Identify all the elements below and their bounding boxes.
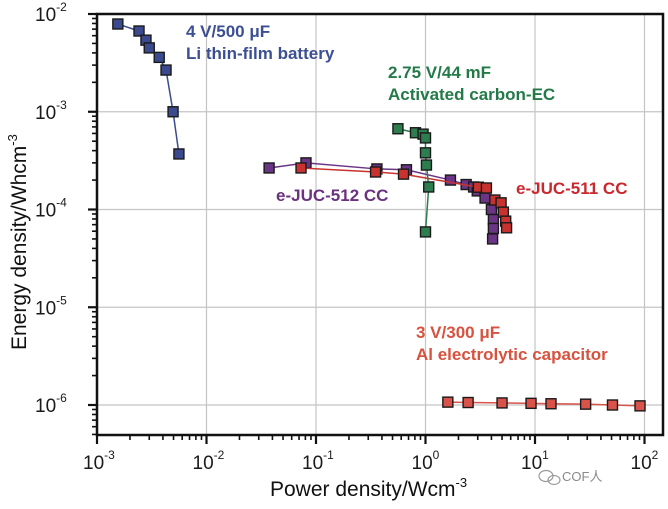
series-activated-carbon-ec (392, 123, 435, 238)
grid-lines (97, 14, 663, 435)
x-tick-label-exp: -1 (323, 448, 334, 462)
data-point (486, 233, 499, 245)
y-tick-label-base: 10 (35, 201, 56, 222)
y-tick-label: 10-6 (35, 391, 67, 417)
x-tick-label-base: 10 (193, 453, 214, 474)
data-point (295, 162, 307, 174)
x-tick-label: 10-3 (83, 448, 115, 474)
x-tick-label-base: 10 (521, 453, 542, 474)
annotation-activated-carbon-ec: Activated carbon-EC (388, 85, 555, 104)
data-point (419, 132, 432, 144)
y-axis-title: Energy density/Whcm-3 (5, 134, 31, 350)
y-tick-label: 10-2 (35, 0, 67, 26)
series-layer (112, 18, 646, 412)
x-tick-label-exp: 2 (652, 448, 659, 462)
annotation-e-juc-511-cc: e-JUC-511 CC (516, 179, 628, 198)
y-tick-label: 10-3 (35, 98, 67, 124)
y-tick-label-exp: -2 (56, 0, 67, 14)
data-point (423, 181, 435, 193)
annotation-e-juc-512-cc: e-JUC-512 CC (276, 186, 388, 205)
annotation-al-electrolytic-capacitor: Al electrolytic capacitor (416, 345, 608, 364)
data-point (479, 192, 491, 204)
y-tick-label-base: 10 (35, 103, 56, 124)
x-tick-label-base: 10 (83, 453, 104, 474)
data-point (167, 106, 179, 118)
y-tick-label-exp: -6 (56, 391, 67, 405)
data-point (420, 159, 433, 171)
data-point (419, 147, 432, 159)
x-axis-title-exp: -3 (456, 475, 468, 490)
x-tick-label-exp: -3 (104, 448, 115, 462)
x-tick-label: 10-2 (193, 448, 225, 474)
data-point (500, 222, 513, 234)
x-tick-label: 101 (521, 448, 549, 474)
data-point (444, 174, 457, 186)
y-tick-label: 10-5 (35, 293, 67, 319)
series-line (397, 128, 430, 232)
x-tick-label-exp: -2 (214, 448, 225, 462)
y-axis-title-exp: -3 (5, 134, 20, 146)
x-tick-label-exp: 1 (542, 448, 549, 462)
y-tick-label-base: 10 (35, 298, 56, 319)
data-point (496, 397, 508, 409)
data-point (606, 399, 619, 411)
y-tick-label: 10-4 (35, 196, 67, 222)
x-tick-label-base: 10 (302, 453, 323, 474)
x-axis-title-text: Power density/Wcm (270, 478, 456, 501)
data-point (525, 397, 537, 410)
y-tick-label-exp: -4 (56, 196, 67, 210)
y-tick-label-exp: -3 (56, 98, 67, 112)
data-point (579, 398, 592, 410)
data-point (634, 400, 646, 412)
data-point (397, 168, 410, 180)
annotation-activated-carbon-ec: 2.75 V/44 mF (388, 63, 491, 82)
data-point (485, 203, 498, 216)
plot-frame (95, 12, 665, 437)
series-li-thin-film-battery (112, 18, 185, 160)
x-tick-label-base: 10 (631, 453, 652, 474)
data-point (462, 396, 474, 409)
y-tick-label-base: 10 (35, 396, 56, 417)
annotation-li-thin-film-battery: Li thin-film battery (186, 44, 335, 63)
data-point (392, 123, 404, 135)
series-e-juc-511-cc (295, 162, 513, 234)
annotation-li-thin-film-battery: 4 V/500 μF (186, 22, 270, 41)
annotation-al-electrolytic-capacitor: 3 V/300 μF (416, 323, 500, 342)
x-tick-label: 10-1 (302, 448, 334, 474)
data-point (112, 18, 124, 30)
axis-ticks (88, 12, 646, 444)
series-al-electrolytic-capacitor (442, 396, 646, 412)
data-point (545, 398, 557, 410)
data-point (160, 64, 172, 76)
data-point (487, 222, 500, 235)
watermark-text: COF人 (562, 469, 602, 484)
data-point (153, 51, 165, 64)
data-point (442, 396, 454, 408)
y-tick-label-exp: -5 (56, 293, 67, 307)
tick-labels: 10-3 10-2 10-1 100 101 10210-210-310-410-510-… (35, 0, 659, 474)
data-point (263, 162, 275, 174)
data-point (419, 226, 432, 238)
data-point (480, 182, 493, 194)
wechat-icon (538, 469, 561, 486)
series-annotations: 4 V/500 μF Li thin-film battery 2.75 V/44 … (186, 22, 628, 364)
x-tick-label: 102 (631, 448, 659, 474)
data-point (143, 42, 155, 54)
data-point (495, 197, 507, 209)
data-point (133, 25, 145, 37)
x-tick-label-base: 10 (412, 453, 433, 474)
y-tick-label-base: 10 (35, 5, 56, 26)
data-point (173, 148, 185, 160)
x-axis-title: Power density/Wcm-3 (270, 475, 467, 501)
data-point (369, 166, 382, 178)
y-axis-title-text: Energy density/Whcm (8, 146, 31, 350)
watermark: COF人 (538, 469, 602, 486)
x-tick-label: 100 (412, 448, 440, 474)
x-tick-label-exp: 0 (433, 448, 440, 462)
